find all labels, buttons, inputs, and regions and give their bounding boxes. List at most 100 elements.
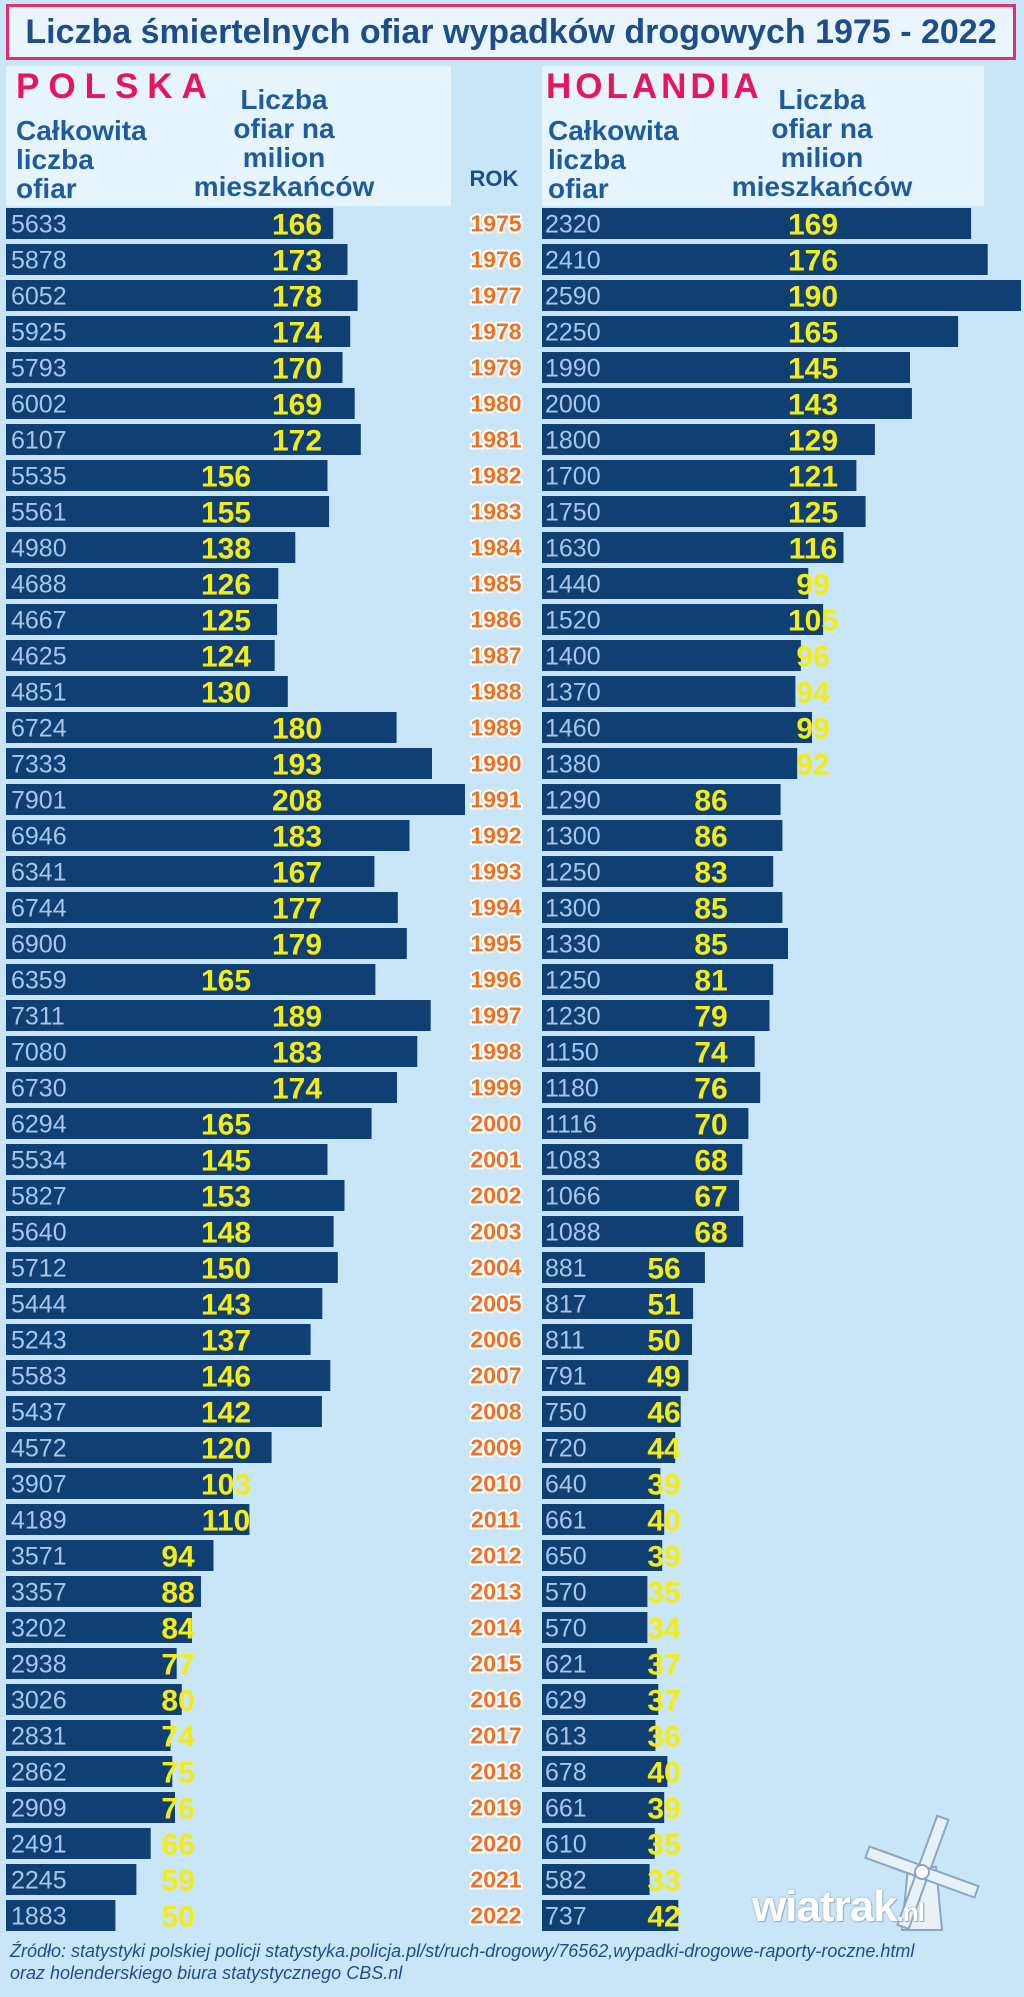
poland-bar: [6, 964, 376, 995]
netherlands-rate-label: 125: [788, 497, 838, 530]
netherlands-rate-label: 34: [647, 1613, 681, 1646]
poland-rate-label: 179: [272, 929, 322, 962]
year-label: 1992: [470, 823, 521, 849]
windmill-icon: [864, 1814, 980, 1931]
netherlands-bar: [542, 532, 844, 563]
year-label: 1985: [470, 571, 521, 597]
netherlands-total-label: 1083: [545, 1147, 601, 1175]
year-label: 2010: [470, 1471, 521, 1497]
year-label: 2000: [470, 1111, 521, 1137]
poland-rate-label: 183: [272, 1037, 322, 1070]
poland-bar: [6, 1648, 177, 1679]
poland-bar: [6, 928, 407, 959]
poland-total-column-label: Całkowita liczba ofiar: [16, 115, 147, 204]
poland-bar: [6, 568, 279, 599]
netherlands-rate-label: 116: [789, 533, 837, 566]
netherlands-total-column-label: Całkowita liczba ofiar: [548, 115, 679, 204]
netherlands-rate-label: 129: [788, 425, 838, 458]
year-label: 1978: [470, 319, 521, 345]
netherlands-rate-label: 46: [647, 1397, 680, 1430]
poland-rate-label: 165: [201, 965, 251, 998]
poland-country-label: POLSKA: [16, 67, 216, 106]
poland-bar: [6, 1900, 116, 1931]
poland-rate-label: 172: [272, 425, 322, 458]
netherlands-bar: [542, 1072, 761, 1103]
poland-bar: [6, 1864, 137, 1895]
year-label: 1999: [470, 1075, 521, 1101]
netherlands-total-label: 1300: [545, 895, 601, 923]
netherlands-rate-label: 39: [647, 1469, 680, 1502]
netherlands-rate-label: 96: [796, 641, 829, 674]
netherlands-total-label: 811: [545, 1327, 585, 1355]
netherlands-rate-label: 79: [694, 1001, 727, 1034]
poland-total-label: 7901: [11, 787, 67, 815]
year-label: 1988: [470, 679, 521, 705]
netherlands-bar: [542, 352, 910, 383]
year-label: 1993: [470, 859, 521, 885]
poland-rate-label: 183: [272, 821, 322, 854]
poland-bar: [6, 1360, 331, 1391]
poland-total-label: 5534: [11, 1147, 67, 1175]
netherlands-total-label: 640: [545, 1471, 587, 1499]
netherlands-bar: [542, 784, 781, 815]
netherlands-total-label: 1800: [545, 427, 601, 455]
netherlands-bar: [542, 1360, 689, 1391]
year-label: 2021: [470, 1867, 521, 1893]
poland-total-label: 6730: [11, 1075, 67, 1103]
netherlands-total-label: 1370: [545, 679, 601, 707]
poland-total-label: 5243: [11, 1327, 67, 1355]
poland-rate-label: 156: [201, 461, 251, 494]
poland-rate-label: 77: [161, 1649, 194, 1682]
poland-bar: [6, 532, 296, 563]
netherlands-rate-label: 121: [788, 461, 838, 494]
year-label: 2016: [470, 1687, 521, 1713]
year-label: 1983: [470, 499, 521, 525]
page-title: Liczba śmiertelnych ofiar wypadków drogo…: [6, 4, 1016, 60]
poland-total-label: 5793: [11, 355, 67, 383]
netherlands-total-label: 1520: [545, 607, 601, 635]
netherlands-total-label: 720: [545, 1435, 587, 1463]
netherlands-rate-label: 35: [647, 1829, 680, 1862]
poland-total-label: 4625: [11, 643, 67, 671]
netherlands-total-label: 1150: [545, 1039, 599, 1067]
netherlands-bar: [542, 460, 857, 491]
poland-total-label: 6294: [11, 1111, 67, 1139]
netherlands-bar: [542, 1828, 655, 1859]
poland-rate-label: 125: [201, 605, 251, 638]
netherlands-total-label: 1440: [545, 571, 601, 599]
poland-total-label: 4980: [11, 535, 67, 563]
poland-bar: [6, 460, 328, 491]
netherlands-rate-label: 94: [796, 677, 830, 710]
poland-rate-label: 193: [272, 749, 322, 782]
poland-bar: [6, 1252, 338, 1283]
poland-rate-label: 143: [201, 1289, 251, 1322]
poland-rate-label: 170: [272, 353, 322, 386]
poland-rate-label: 166: [272, 209, 322, 242]
netherlands-bar: [542, 1288, 694, 1319]
poland-bar: [6, 1180, 345, 1211]
netherlands-total-label: 1116: [545, 1111, 597, 1139]
netherlands-total-label: 1180: [545, 1075, 599, 1103]
poland-bar: [6, 784, 465, 815]
netherlands-bar: [542, 1648, 657, 1679]
poland-bar: [6, 244, 348, 275]
year-label: 1995: [470, 931, 521, 957]
poland-bar: [6, 1468, 233, 1499]
year-label: 1977: [470, 283, 521, 309]
poland-header-panel: POLSKA Całkowita liczba ofiar Liczba ofi…: [6, 66, 451, 206]
poland-rate-label: 50: [161, 1901, 194, 1934]
poland-bar: [6, 1072, 397, 1103]
netherlands-bar: [542, 1036, 755, 1067]
poland-rate-label: 124: [201, 641, 251, 674]
year-label: 2004: [470, 1255, 521, 1281]
year-label: 2019: [470, 1795, 521, 1821]
netherlands-total-label: 1700: [545, 463, 601, 491]
poland-rate-label: 103: [201, 1469, 251, 1502]
poland-bar: [6, 208, 334, 239]
poland-rate-label: 153: [201, 1181, 251, 1214]
netherlands-bar: [542, 892, 783, 923]
netherlands-bar: [542, 280, 1021, 311]
poland-rate-label: 155: [201, 497, 251, 530]
netherlands-total-label: 1066: [545, 1183, 601, 1211]
netherlands-total-label: 791: [545, 1363, 587, 1391]
